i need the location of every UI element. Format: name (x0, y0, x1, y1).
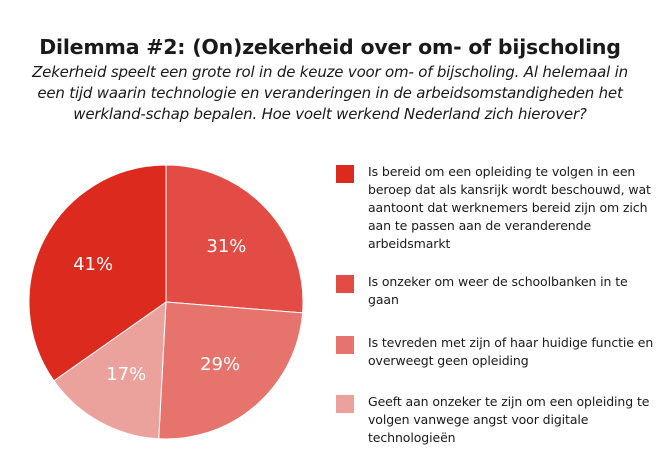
pie-slice-2 (165, 164, 304, 314)
chart-subtitle: Zekerheid speelt een grote rol in de keu… (32, 63, 628, 123)
chart-title: Dilemma #2: (On)zekerheid over om- of bi… (39, 35, 621, 59)
pie-slice-3 (158, 301, 304, 440)
pie-slice-1 (28, 164, 167, 382)
slice-label-1: 41% (73, 254, 113, 275)
slice-label-2: 31% (206, 236, 246, 257)
slice-label-4: 17% (106, 364, 146, 385)
slice-label-3: 29% (200, 354, 240, 375)
pie-slice-4 (53, 300, 167, 440)
